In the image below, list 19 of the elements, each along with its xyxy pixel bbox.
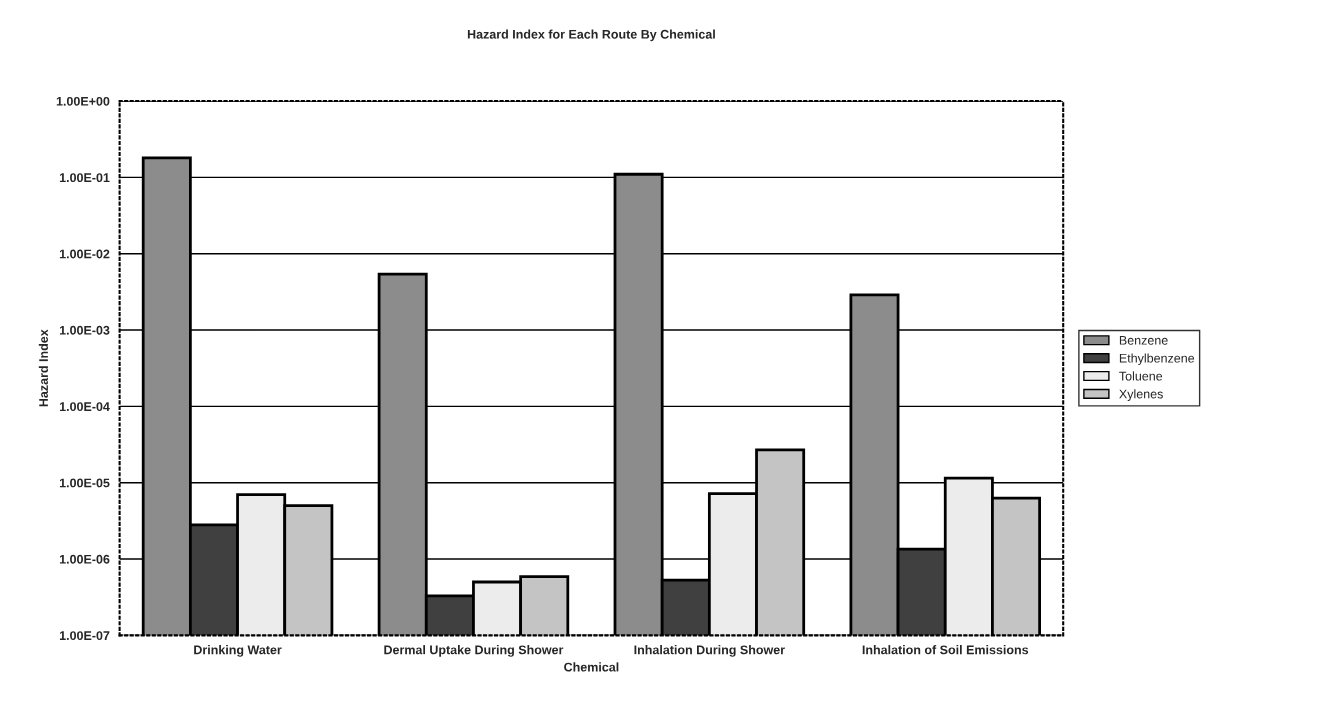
x-tick-label: Dermal Uptake During Shower bbox=[384, 645, 564, 657]
legend-label: Toluene bbox=[1119, 371, 1163, 381]
x-tick-label: Inhalation During Shower bbox=[634, 645, 785, 657]
y-axis-title: Hazard Index bbox=[38, 329, 48, 407]
legend-label: Ethylbenzene bbox=[1119, 353, 1195, 366]
x-tick-label: Inhalation of Soil Emissions bbox=[862, 645, 1029, 655]
x-axis-title: Chemical bbox=[564, 662, 619, 672]
y-tick-label: 1.00E-03 bbox=[59, 325, 110, 335]
chart-title: Hazard Index for Each Route By Chemical bbox=[467, 29, 715, 42]
legend-label: Xylenes bbox=[1119, 389, 1163, 401]
legend-label: Benzene bbox=[1119, 336, 1168, 345]
y-tick-label: 1.00E-05 bbox=[59, 478, 110, 488]
y-tick-label: 1.00E-04 bbox=[59, 402, 110, 412]
x-tick-label: Drinking Water bbox=[194, 645, 282, 657]
y-tick-label: 1.00E-07 bbox=[59, 631, 110, 641]
y-tick-label: 1.00E-06 bbox=[59, 554, 110, 564]
y-tick-label: 1.00E-02 bbox=[59, 249, 110, 259]
y-tick-label: 1.00E-01 bbox=[59, 173, 110, 183]
y-tick-label: 1.00E+00 bbox=[56, 96, 110, 106]
